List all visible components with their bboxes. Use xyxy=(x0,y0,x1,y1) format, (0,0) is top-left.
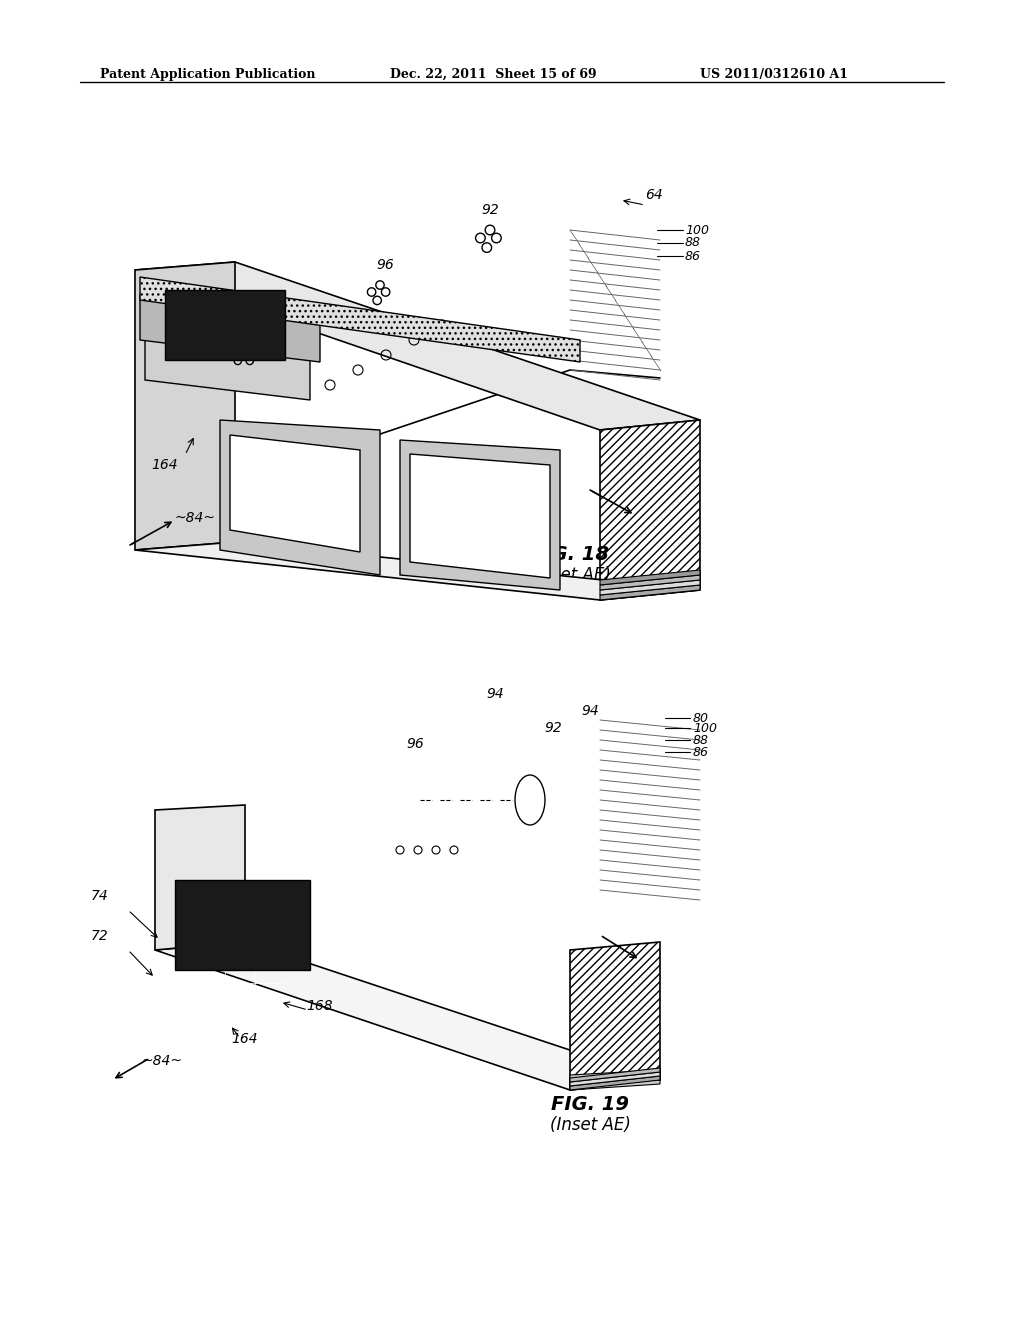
Polygon shape xyxy=(600,585,700,601)
Text: 92: 92 xyxy=(544,721,562,735)
Polygon shape xyxy=(570,942,660,1090)
Text: 96: 96 xyxy=(407,737,424,751)
Polygon shape xyxy=(155,942,660,1090)
Text: FIG. 19: FIG. 19 xyxy=(551,1096,629,1114)
Polygon shape xyxy=(410,454,550,578)
Polygon shape xyxy=(570,1074,660,1085)
Text: 168: 168 xyxy=(237,327,263,342)
Ellipse shape xyxy=(515,775,545,825)
Polygon shape xyxy=(230,436,360,552)
Text: 164: 164 xyxy=(231,1032,258,1045)
Polygon shape xyxy=(600,420,700,601)
Polygon shape xyxy=(135,261,234,550)
Text: 88: 88 xyxy=(685,236,701,249)
Polygon shape xyxy=(135,543,700,601)
Text: (Inset AE): (Inset AE) xyxy=(529,566,610,583)
Text: 198: 198 xyxy=(217,312,244,325)
Polygon shape xyxy=(570,1071,660,1080)
Text: ~84~: ~84~ xyxy=(141,1053,182,1068)
Polygon shape xyxy=(570,1078,660,1090)
Text: Patent Application Publication: Patent Application Publication xyxy=(100,69,315,81)
Polygon shape xyxy=(140,294,319,362)
Polygon shape xyxy=(570,1076,660,1090)
Polygon shape xyxy=(570,1068,660,1082)
Text: 88: 88 xyxy=(693,734,709,747)
Text: 100: 100 xyxy=(693,722,717,734)
Text: 74: 74 xyxy=(90,888,108,903)
Text: 96: 96 xyxy=(376,257,394,272)
Text: 168: 168 xyxy=(306,999,334,1012)
Text: 86: 86 xyxy=(693,746,709,759)
Polygon shape xyxy=(140,277,580,362)
Polygon shape xyxy=(600,579,700,595)
Polygon shape xyxy=(175,880,310,970)
Polygon shape xyxy=(600,570,700,585)
Text: 100: 100 xyxy=(685,223,709,236)
Text: ~84~: ~84~ xyxy=(174,511,215,525)
Text: 94: 94 xyxy=(486,686,504,701)
Text: 92: 92 xyxy=(481,203,499,216)
Polygon shape xyxy=(145,335,310,400)
Text: 94: 94 xyxy=(582,704,599,718)
Polygon shape xyxy=(570,1072,660,1086)
Text: 72: 72 xyxy=(90,929,108,942)
Polygon shape xyxy=(135,261,700,430)
Text: 164: 164 xyxy=(152,458,178,473)
Polygon shape xyxy=(165,290,285,360)
Text: 80: 80 xyxy=(693,711,709,725)
Text: Dec. 22, 2011  Sheet 15 of 69: Dec. 22, 2011 Sheet 15 of 69 xyxy=(390,69,597,81)
Polygon shape xyxy=(600,576,700,590)
Polygon shape xyxy=(400,440,560,590)
Text: 64: 64 xyxy=(645,187,663,202)
Text: 86: 86 xyxy=(685,249,701,263)
Text: (Inset AE): (Inset AE) xyxy=(550,1115,631,1134)
Polygon shape xyxy=(155,805,245,950)
Text: FIG. 18: FIG. 18 xyxy=(531,545,609,565)
Text: US 2011/0312610 A1: US 2011/0312610 A1 xyxy=(700,69,848,81)
Polygon shape xyxy=(220,420,380,576)
